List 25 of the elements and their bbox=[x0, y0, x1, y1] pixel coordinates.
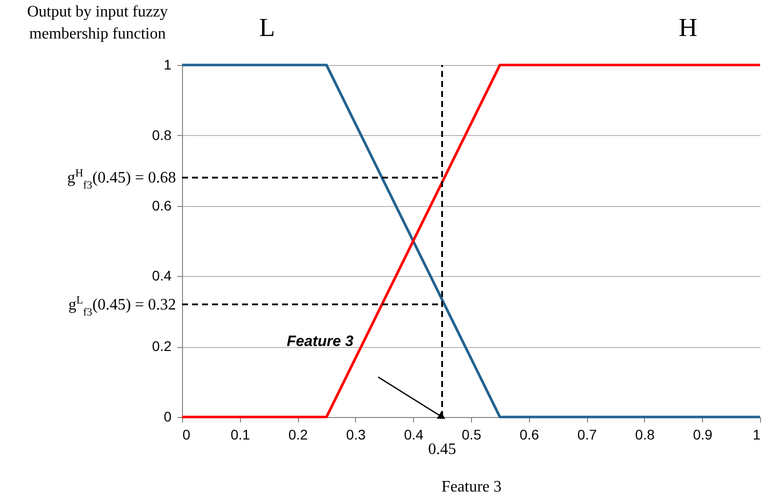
x-tick-label: 0 bbox=[182, 426, 190, 442]
y-tick-label: 0.2 bbox=[152, 338, 172, 354]
x-tick-label: 0.5 bbox=[462, 426, 482, 442]
series-label: L bbox=[259, 13, 275, 42]
series-label: H bbox=[678, 13, 698, 42]
x-tick-label: 0.4 bbox=[404, 426, 424, 442]
x-tick-label: 0.2 bbox=[288, 426, 308, 442]
x-axis-title: Feature 3 bbox=[442, 478, 502, 496]
y-tick-label: 0.8 bbox=[152, 126, 172, 143]
x-tick-label: 0.1 bbox=[230, 426, 250, 442]
ref-line-label: 0.45 bbox=[428, 441, 456, 458]
ref-line-label: g$^{L}$$_{f3}$(0.45) = 0.32 bbox=[68, 294, 176, 318]
y-tick-label: 0 bbox=[164, 408, 172, 424]
ref-line-label: g$^{H}$$_{f3}$(0.45) = 0.68 bbox=[67, 168, 176, 192]
y-tick-label: 0.6 bbox=[152, 197, 172, 214]
x-tick-label: 1 bbox=[752, 426, 761, 442]
x-tick-label: 0.6 bbox=[520, 426, 540, 442]
x-tick-label: 0.9 bbox=[692, 426, 713, 442]
y-tick-label: 1 bbox=[164, 56, 172, 72]
annotation: Feature 3 bbox=[286, 333, 354, 350]
x-tick-label: 0.8 bbox=[635, 426, 655, 442]
x-tick-label: 0.7 bbox=[577, 426, 598, 442]
x-tick-label: 0.3 bbox=[346, 426, 366, 442]
y-tick-label: 0.4 bbox=[152, 268, 172, 284]
y-axis-title: Output by input fuzzy membership function bbox=[27, 4, 168, 42]
